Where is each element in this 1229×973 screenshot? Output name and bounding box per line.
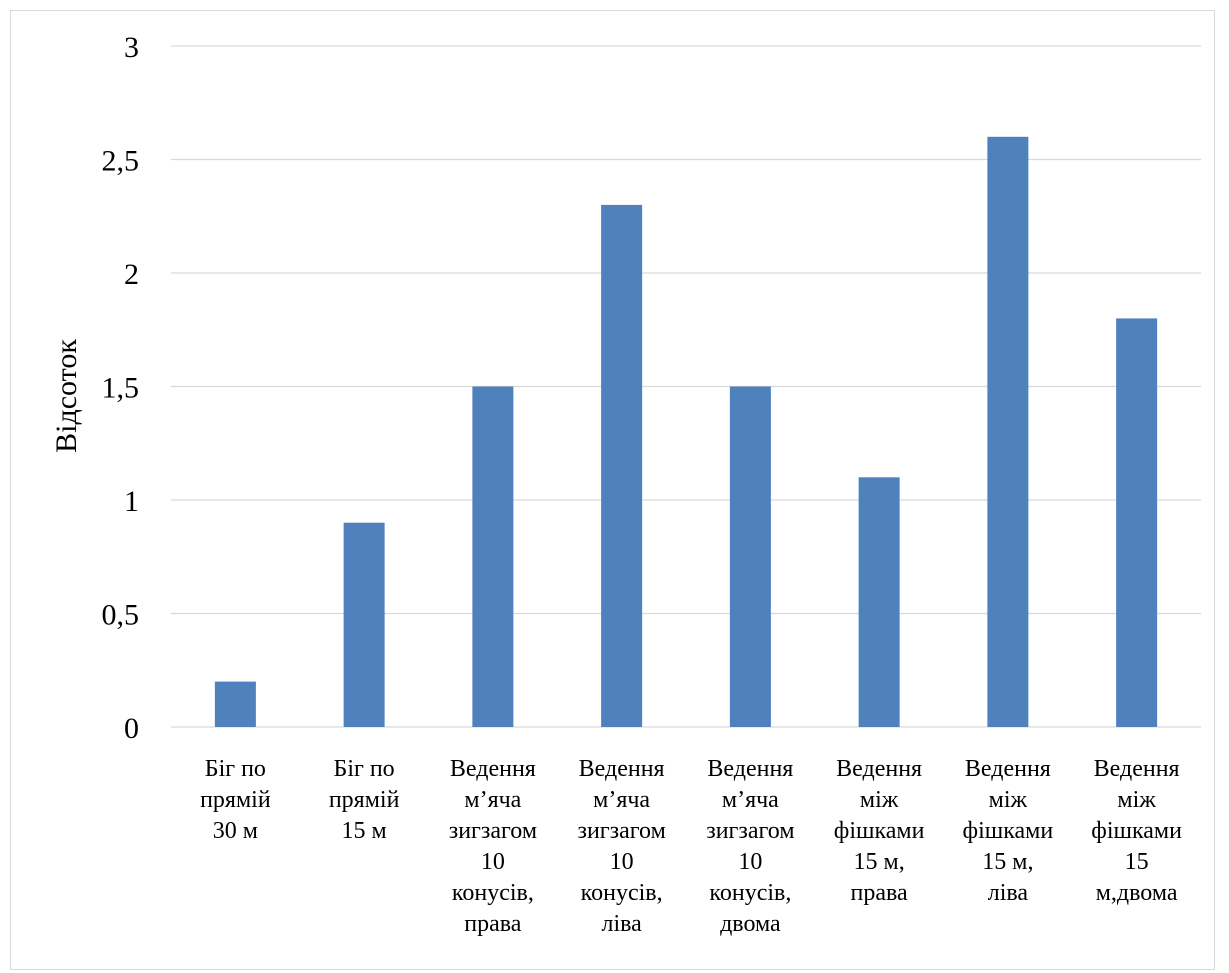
x-category-label-line: Ведення — [836, 756, 922, 782]
x-category-label-line: 15 — [1125, 849, 1149, 875]
y-tick-label: 2,5 — [102, 145, 140, 178]
x-category-label-line: м’яча — [722, 787, 779, 813]
x-category-label-line: конусів, — [452, 880, 534, 906]
x-category-label-line: двома — [720, 911, 781, 937]
x-category-label-line: фішками — [834, 818, 925, 844]
x-category-label-line: зигзагом — [706, 818, 794, 844]
chart-frame: 0 0,5 1 1,5 2 2,5 3 Біг по прямій 30 м Біг по прям… — [10, 10, 1215, 970]
bar — [601, 204, 643, 727]
x-category-label-line: м’яча — [593, 787, 650, 813]
x-category-label-line: ліва — [988, 880, 1029, 906]
x-category-label-line: Ведення — [1094, 756, 1180, 782]
x-category-label: Ведення м’яча зигзагом 10 конусів, ліва — [577, 756, 665, 937]
x-category-label: Ведення між фішками 15 м, права — [834, 756, 925, 906]
x-category-label-line: Ведення — [707, 756, 793, 782]
bar — [987, 136, 1029, 728]
x-category-label: Ведення між фішками 15 м,двома — [1091, 756, 1182, 906]
x-category-label-line: між — [1117, 787, 1156, 813]
bars — [214, 136, 1158, 728]
x-category-label-line: між — [989, 787, 1028, 813]
x-category-label-line: фішками — [1091, 818, 1182, 844]
y-axis-label: Відсоток — [50, 339, 83, 453]
y-tick-label: 3 — [124, 31, 139, 64]
x-category-label-line: між — [860, 787, 899, 813]
y-tick-label: 0 — [124, 712, 139, 745]
y-tick-label: 0,5 — [102, 599, 140, 632]
x-category-label-line: ліва — [601, 911, 642, 937]
y-tick-label: 1,5 — [102, 372, 140, 405]
y-axis-ticks: 0 0,5 1 1,5 2 2,5 3 — [102, 31, 140, 745]
x-category-label-line: 10 — [481, 849, 505, 875]
bar — [214, 681, 256, 727]
x-category-label-line: прямій — [329, 787, 400, 813]
x-category-label: Біг по прямій 15 м — [329, 756, 400, 844]
x-category-label: Біг по прямій 30 м — [200, 756, 271, 844]
x-category-label-line: конусів, — [709, 880, 791, 906]
x-category-label-line: м,двома — [1096, 880, 1178, 906]
y-tick-label: 2 — [124, 258, 139, 291]
x-category-label-line: Ведення — [450, 756, 536, 782]
bar — [343, 522, 385, 727]
x-category-label-line: 15 м, — [854, 849, 905, 875]
x-category-label-line: Біг по — [205, 756, 266, 782]
x-category-label-line: права — [464, 911, 522, 937]
x-category-label-line: Біг по — [334, 756, 395, 782]
y-tick-label: 1 — [124, 485, 139, 518]
x-category-label-line: 15 м — [342, 818, 387, 844]
x-category-label-line: зигзагом — [577, 818, 665, 844]
bar — [858, 477, 900, 727]
x-category-label-line: 15 м, — [982, 849, 1033, 875]
x-category-label-line: фішками — [963, 818, 1054, 844]
x-category-label: Ведення м’яча зигзагом 10 конусів, права — [449, 756, 537, 937]
bar — [1116, 318, 1158, 727]
x-category-label-line: Ведення — [579, 756, 665, 782]
x-category-label-line: 30 м — [213, 818, 258, 844]
x-category-label-line: 10 — [738, 849, 762, 875]
x-category-label-line: конусів, — [581, 880, 663, 906]
bar — [472, 386, 514, 727]
gridlines — [171, 45, 1201, 728]
bar-chart: 0 0,5 1 1,5 2 2,5 3 Біг по прямій 30 м Біг по прям… — [50, 31, 1201, 937]
x-category-label-line: прямій — [200, 787, 271, 813]
x-category-label-line: м’яча — [464, 787, 521, 813]
x-axis-categories: Біг по прямій 30 м Біг по прямій 15 м Ведення м… — [200, 756, 1182, 937]
x-category-label: Ведення між фішками 15 м, ліва — [963, 756, 1054, 906]
x-category-label-line: права — [851, 880, 909, 906]
x-category-label-line: Ведення — [965, 756, 1051, 782]
x-category-label-line: зигзагом — [449, 818, 537, 844]
x-category-label: Ведення м’яча зигзагом 10 конусів, двома — [706, 756, 794, 937]
bar — [729, 386, 771, 727]
x-category-label-line: 10 — [610, 849, 634, 875]
